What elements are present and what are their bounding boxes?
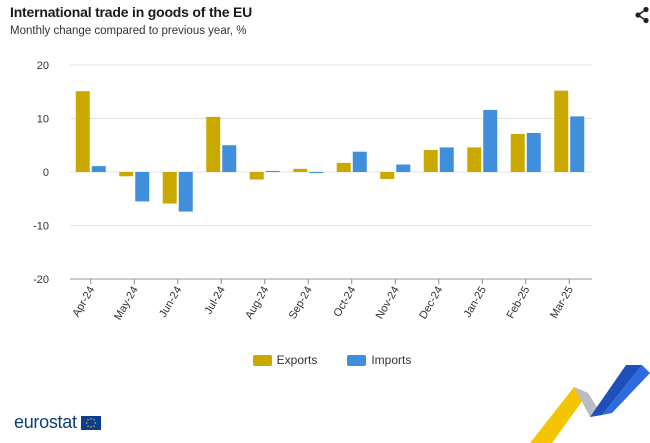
bar-exports-sep-24[interactable]: [293, 168, 308, 172]
legend-label-exports: Exports: [276, 353, 318, 367]
x-tick-label: May-24: [112, 285, 141, 323]
legend-item-exports[interactable]: Exports: [252, 353, 318, 367]
legend-swatch-imports: [347, 354, 367, 366]
logo-text: eurostat: [14, 412, 77, 432]
bar-imports-nov-24[interactable]: [396, 164, 411, 172]
legend-swatch-exports: [252, 354, 272, 366]
share-icon[interactable]: [634, 6, 650, 24]
bar-exports-feb-25[interactable]: [510, 134, 525, 172]
y-tick-label: 0: [43, 167, 49, 179]
bar-chart: 20 10 0 -10 -20 Apr-24 May-24 Jun-24 Jul-24 Aug-…: [33, 60, 592, 323]
y-tick-label: 20: [37, 60, 49, 72]
bar-exports-dec-24[interactable]: [423, 150, 438, 172]
bar-imports-feb-25[interactable]: [526, 132, 541, 172]
bar-imports-aug-24[interactable]: [265, 170, 280, 172]
x-tick-label: Jun-24: [157, 285, 184, 320]
legend: Exports Imports: [0, 353, 650, 367]
x-tick-label: Jul-24: [202, 285, 227, 317]
bar-imports-may-24[interactable]: [135, 172, 150, 202]
x-tick-label: Sep-24: [287, 285, 315, 322]
x-tick-label: Feb-25: [505, 285, 533, 321]
bar-imports-oct-24[interactable]: [352, 151, 367, 172]
bar-exports-nov-24[interactable]: [380, 172, 395, 179]
bar-imports-apr-24[interactable]: [91, 166, 106, 172]
x-tick-label: Nov-24: [374, 285, 402, 322]
y-axis: 20 10 0 -10 -20: [33, 60, 49, 286]
legend-label-imports: Imports: [371, 353, 412, 367]
bar-exports-aug-24[interactable]: [249, 172, 264, 180]
x-tick-label: Dec-24: [417, 285, 445, 322]
bar-exports-oct-24[interactable]: [336, 162, 351, 172]
x-axis: Apr-24 May-24 Jun-24 Jul-24 Aug-24 Sep-24 Oct-…: [70, 278, 592, 323]
x-tick-label: Aug-24: [243, 285, 271, 322]
decorative-ribbon-icon: [530, 365, 650, 443]
y-tick-label: 10: [37, 114, 49, 126]
x-tick-label: Jan-25: [462, 285, 489, 320]
bar-imports-sep-24[interactable]: [309, 172, 324, 174]
bar-imports-mar-25[interactable]: [570, 116, 585, 172]
bar-exports-jan-25[interactable]: [467, 147, 482, 172]
x-tick-label: Oct-24: [331, 285, 358, 320]
x-tick-label: Mar-25: [548, 285, 576, 321]
bar-exports-jul-24[interactable]: [206, 116, 221, 172]
y-tick-label: -10: [33, 221, 49, 233]
bar-imports-jul-24[interactable]: [222, 145, 237, 172]
x-tick-label: Apr-24: [70, 285, 97, 320]
eurostat-logo: eurostat: [14, 412, 101, 433]
bar-imports-jan-25[interactable]: [483, 109, 498, 172]
chart-title: International trade in goods of the EU: [10, 4, 253, 20]
legend-item-imports[interactable]: Imports: [347, 353, 411, 367]
bar-imports-dec-24[interactable]: [439, 147, 454, 172]
bar-exports-apr-24[interactable]: [75, 91, 90, 172]
chart-subtitle: Monthly change compared to previous year…: [10, 25, 247, 37]
bar-exports-jun-24[interactable]: [162, 172, 177, 204]
bars-layer: [75, 90, 585, 212]
bar-imports-jun-24[interactable]: [178, 172, 193, 212]
eu-flag-icon: [80, 415, 101, 430]
bar-exports-mar-25[interactable]: [554, 90, 569, 172]
bar-exports-may-24[interactable]: [119, 172, 134, 177]
y-tick-label: -20: [33, 274, 49, 286]
